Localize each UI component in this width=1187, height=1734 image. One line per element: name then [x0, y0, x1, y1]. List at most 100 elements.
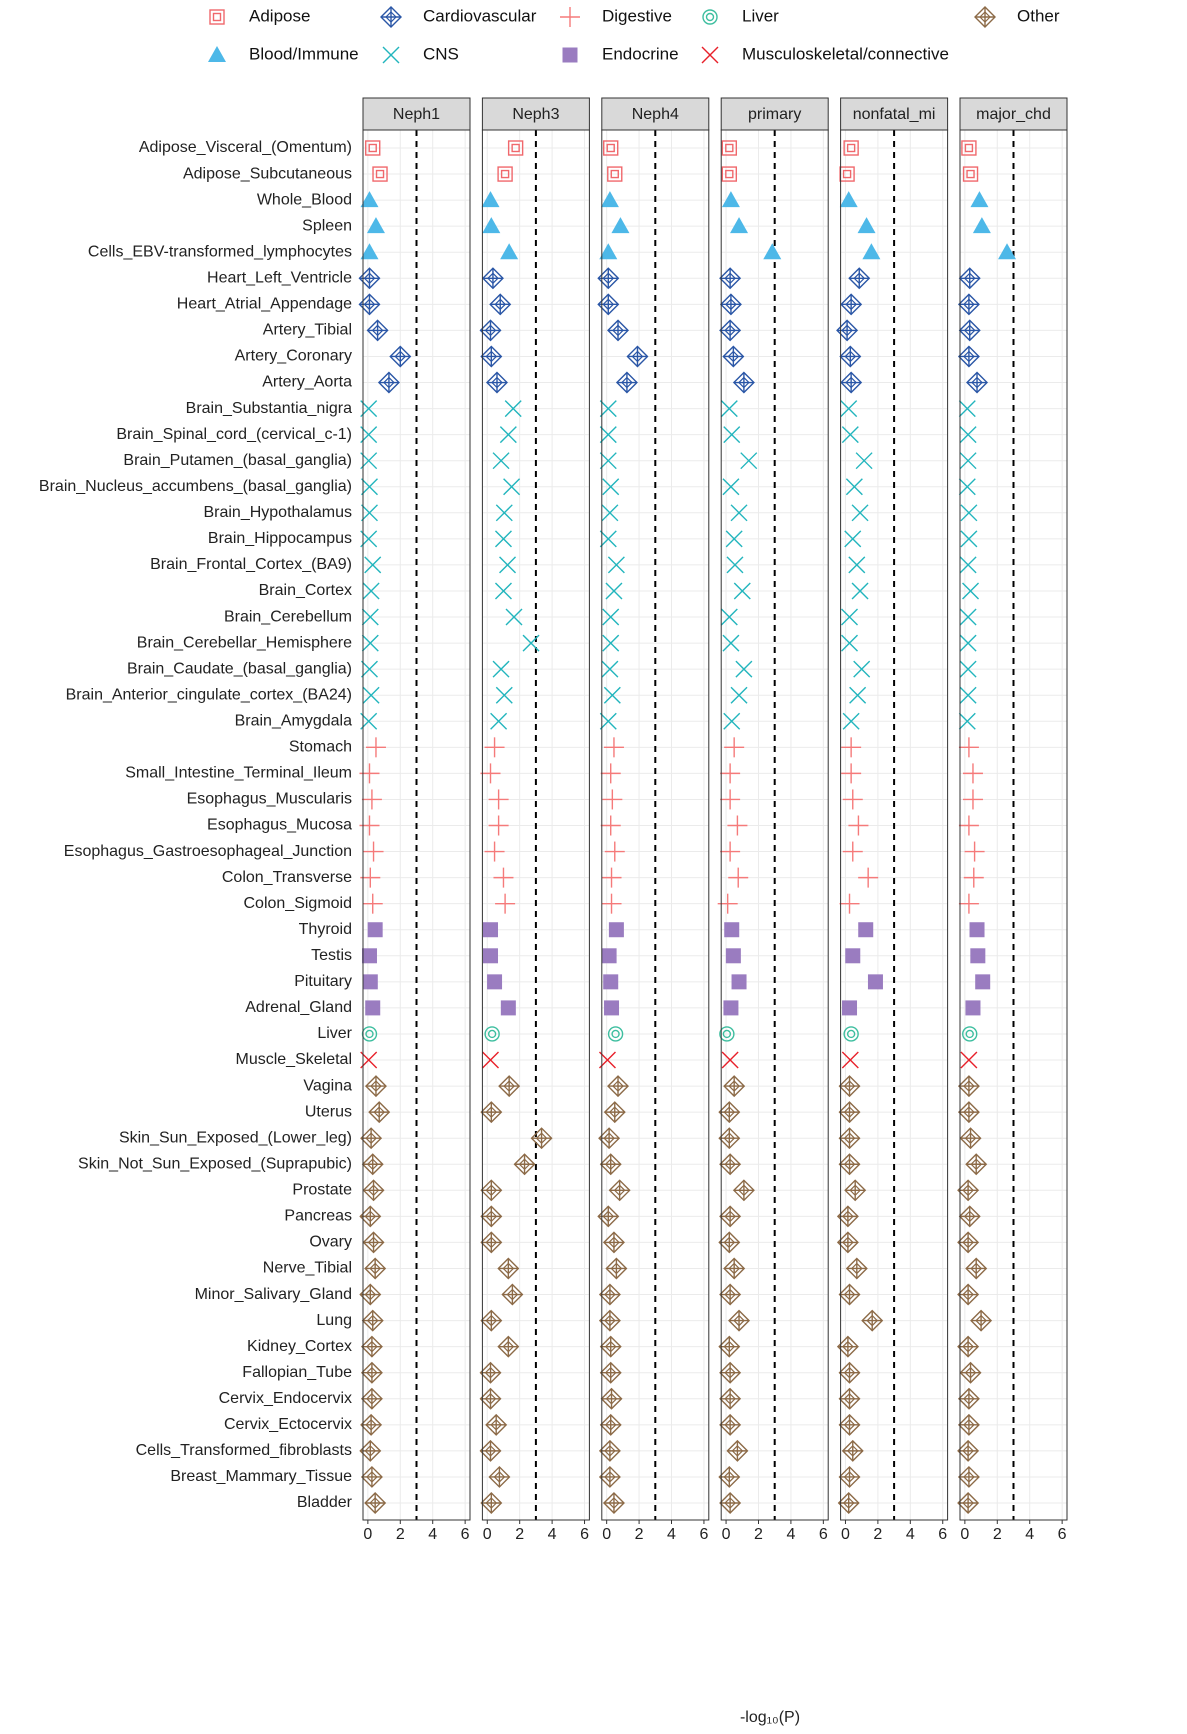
point-shape — [611, 217, 630, 234]
point-stroke — [959, 426, 977, 444]
point-shape — [365, 1000, 381, 1016]
y-tick-label: Artery_Aorta — [262, 374, 352, 391]
point — [492, 660, 510, 678]
point — [855, 452, 873, 470]
point — [600, 1387, 623, 1410]
point — [480, 1231, 503, 1254]
point — [603, 686, 621, 704]
point — [601, 867, 622, 888]
point — [720, 841, 741, 862]
y-tick-label: Colon_Transverse — [222, 869, 352, 886]
panel: major_chd 0 2 4 6 — [957, 97, 1068, 1543]
point — [957, 345, 980, 368]
point — [597, 293, 620, 316]
point — [848, 267, 871, 290]
point — [504, 400, 522, 418]
point — [372, 166, 388, 182]
point — [957, 1413, 980, 1436]
point-outer — [962, 1026, 978, 1042]
point — [723, 1000, 739, 1016]
point-shape — [724, 922, 740, 938]
point-inner — [842, 169, 852, 179]
point-shape — [763, 243, 782, 260]
point — [497, 1257, 520, 1280]
point — [839, 166, 855, 182]
point — [611, 217, 630, 234]
point-stroke — [362, 582, 380, 600]
point-stroke — [482, 1051, 500, 1069]
point — [957, 1387, 980, 1410]
point — [719, 1153, 742, 1176]
point — [361, 608, 379, 626]
x-tick-label: 4 — [428, 1526, 437, 1543]
y-tick-label: Fallopian_Tube — [242, 1364, 352, 1381]
point — [963, 867, 984, 888]
point — [360, 660, 378, 678]
point-shape — [867, 974, 883, 990]
point — [851, 504, 869, 522]
point — [485, 1413, 508, 1436]
point-shape — [862, 243, 881, 260]
point — [727, 815, 748, 836]
point — [367, 922, 383, 938]
point — [500, 1000, 516, 1016]
point — [607, 1026, 624, 1042]
point — [479, 1361, 502, 1384]
point-stroke — [599, 530, 617, 548]
y-tick-label: Brain_Hippocampus — [208, 530, 352, 547]
point — [598, 1309, 621, 1332]
panel-border — [959, 129, 1068, 1521]
point-stroke — [849, 686, 867, 704]
x-tick-label: 6 — [1058, 1526, 1067, 1543]
point-stroke — [720, 400, 738, 418]
point — [601, 948, 617, 964]
point — [602, 608, 620, 626]
point-stroke — [851, 582, 869, 600]
legend-marker — [702, 9, 718, 25]
point — [486, 371, 508, 394]
legend-marker — [562, 47, 578, 63]
point-stroke — [701, 46, 719, 64]
point — [960, 504, 978, 522]
point — [360, 1127, 383, 1150]
point-outer — [843, 1026, 859, 1042]
point — [836, 1205, 859, 1228]
point — [957, 1179, 980, 1202]
point — [959, 1361, 982, 1384]
point — [841, 737, 862, 758]
point — [838, 1413, 861, 1436]
point-inner — [511, 143, 520, 153]
y-tick-label: Brain_Nucleus_accumbens_(basal_ganglia) — [39, 478, 352, 495]
point — [959, 634, 977, 652]
point-stroke — [722, 478, 740, 496]
point-stroke — [602, 634, 620, 652]
y-tick-label: Stomach — [289, 739, 352, 756]
point-shape — [483, 922, 499, 938]
point — [720, 400, 738, 418]
point — [615, 371, 638, 394]
point — [853, 660, 871, 678]
point — [843, 1026, 859, 1042]
point-stroke — [959, 608, 977, 626]
point — [722, 345, 745, 368]
point — [858, 922, 874, 938]
point-stroke — [958, 712, 976, 730]
y-tick-label: Brain_Cortex — [259, 582, 352, 599]
point — [513, 1153, 536, 1176]
y-tick-label: Cervix_Ectocervix — [224, 1416, 352, 1433]
point-stroke — [499, 426, 517, 444]
point — [597, 267, 620, 290]
point-outer — [209, 9, 225, 25]
x-tick-label: 2 — [873, 1526, 882, 1543]
point-stroke — [362, 686, 380, 704]
point-stroke — [959, 452, 977, 470]
point — [719, 1413, 742, 1436]
point — [601, 893, 622, 914]
point — [962, 789, 983, 810]
y-tick-label: Muscle_Skeletal — [236, 1051, 353, 1068]
point — [728, 867, 749, 888]
point-shape — [998, 243, 1017, 260]
y-tick-label: Cells_Transformed_fibroblasts — [136, 1442, 352, 1459]
point — [840, 293, 863, 316]
